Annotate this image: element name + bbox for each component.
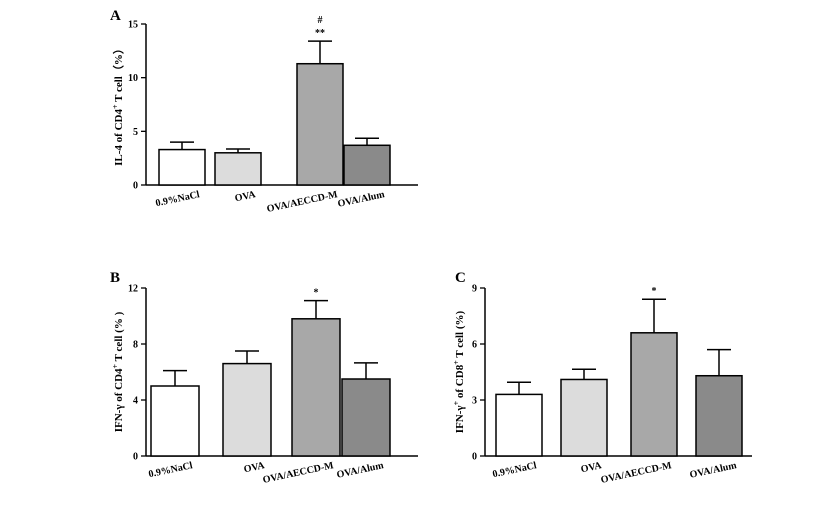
y-axis-label-superscript: + [111,104,120,109]
x-tick-label: 0.9%NaCl [155,189,201,209]
x-tick-label: OVA/AECCD-M [266,189,339,215]
bar-0-9-nacl [158,148,206,186]
y-axis-label: IFN-γ+ of CD8+ T cell (%) [452,310,467,433]
y-axis-label: IFN-γ of CD4+ T cell (% ) [111,311,126,432]
y-tick-label: 3 [472,396,477,407]
bar-ova [214,152,262,186]
y-axis-label-part: T cell (%) [454,310,466,360]
bar-ova-alum [343,144,391,186]
bar-ova-alum [695,374,743,457]
y-tick-label: 0 [133,452,138,463]
panel-letter: C [455,270,466,286]
x-tick-label: OVA [580,460,604,475]
y-axis-label-part: IFN-γ [454,405,466,433]
x-tick-label: OVA [243,460,267,475]
bar-ova [560,378,608,457]
y-tick-label: 15 [128,20,138,31]
y-axis-label-superscript: + [452,360,461,365]
y-axis-label: IL-4 of CD4+ T cell（%） [111,43,126,166]
panel-letter: A [110,8,121,24]
bar-ova-aeccd-m [630,332,678,457]
x-tick-label: OVA/Alum [336,460,386,481]
y-axis-label-part: IL-4 of CD4 [113,109,125,166]
x-tick-label: 0.9%NaCl [492,460,538,480]
y-axis-label-superscript: + [452,400,461,405]
y-tick-label: 10 [128,73,138,84]
bar-ova-aeccd-m [296,62,344,186]
y-tick-label: 0 [472,452,477,463]
bar-ova-alum [341,378,391,457]
panel-a: A IL-4 of CD4+ T cell（%） 0 5 10 15 0.9%NaCl OVA… [110,8,418,215]
panel-b: B IFN-γ of CD4+ T cell (% ) 0 4 8 12 0.9%NaCl O… [110,270,418,486]
y-axis-label-superscript: + [111,363,120,368]
bar-ova-aeccd-m [291,318,341,457]
y-axis-label-part: T cell（%） [112,43,125,104]
x-tick-label: OVA [234,189,258,204]
significance-mark: * [652,286,657,297]
y-tick-label: 5 [133,127,138,138]
panel-letter: B [110,270,120,286]
x-tick-label: OVA/Alum [689,460,739,481]
bar-0-9-nacl [495,393,543,457]
y-tick-label: 8 [133,340,138,351]
y-axis-label-part: IFN-γ of CD4 [113,368,125,432]
x-tick-label: OVA/AECCD-M [600,460,673,486]
x-tick-label: OVA/AECCD-M [262,460,335,486]
y-tick-label: 4 [133,396,138,407]
y-axis-label-part: of CD8 [454,364,466,401]
y-tick-label: 12 [128,284,138,295]
y-tick-label: 6 [472,340,477,351]
y-tick-label: 9 [472,284,477,295]
bar-0-9-nacl [150,385,200,457]
significance-mark: * [314,288,319,299]
x-tick-label: OVA/Alum [337,189,387,210]
significance-mark: # [318,15,323,26]
x-tick-label: 0.9%NaCl [148,460,194,480]
y-tick-label: 0 [133,181,138,192]
significance-mark: ** [315,28,325,39]
y-axis-label-part: T cell (% ) [113,311,125,363]
bar-ova [222,362,272,457]
